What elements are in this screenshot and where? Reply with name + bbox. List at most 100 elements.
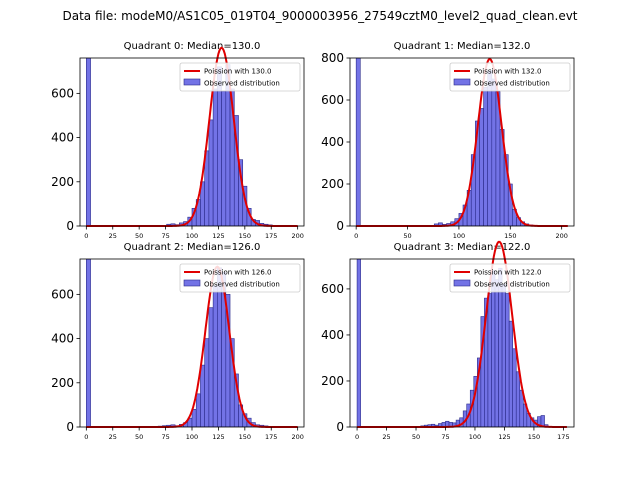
panel-title: Quadrant 1: Median=132.0 [394,41,531,52]
x-tick-label: 100 [469,433,481,441]
x-tick-label: 75 [161,232,169,240]
x-tick-label: 125 [212,232,224,240]
histogram-bar [212,285,218,427]
x-tick-label: 25 [382,433,390,441]
histogram-bar [487,70,493,226]
panel-title: Quadrant 2: Median=126.0 [124,242,261,253]
x-tick-label: 150 [239,433,251,441]
legend-fit-label: Poission with 130.0 [204,68,272,76]
panel-quadrant-2: Quadrant 2: Median=126.0 0 200 400 600 0 25 50… [51,242,305,441]
x-tick-label: 100 [186,232,198,240]
histogram-bar [491,78,497,226]
x-tick-label: 175 [557,433,569,441]
x-tick-label: 125 [212,433,224,441]
y-tick-label: 200 [321,177,344,191]
histogram-bar [491,270,496,427]
plot-area: 0 200 400 600 800 0 50 100 150 200 Poission with 1… [321,51,575,240]
y-tick-label: 600 [321,282,344,296]
legend-hist-swatch [453,279,471,287]
x-tick-label: 150 [504,232,516,240]
y-tick-label: 400 [51,131,74,145]
legend: Poission with 132.0 Observed distribution [449,62,571,92]
x-tick-label: 200 [291,433,303,441]
y-tick-label: 600 [51,287,74,301]
legend: Poission with 130.0 Observed distribution [179,62,301,92]
y-tick-label: 200 [51,376,74,390]
y-tick-label: 800 [321,51,344,65]
histogram-bar [195,393,201,427]
histogram-bar [208,307,214,427]
histogram-bar [204,338,210,427]
histogram-bar [191,409,197,427]
histogram-bar [487,293,492,427]
x-tick-label: 75 [161,433,169,441]
y-tick-label: 600 [321,93,344,107]
y-tick-label: 0 [336,420,344,434]
x-tick-label: 50 [403,232,411,240]
y-tick-label: 400 [321,328,344,342]
histogram-bar [86,259,91,427]
legend-hist-swatch [453,78,471,86]
x-tick-label: 175 [265,433,277,441]
legend-fit-label: Poission with 122.0 [474,269,542,277]
y-tick-label: 400 [51,332,74,346]
x-tick-label: 75 [441,433,449,441]
x-tick-label: 150 [239,232,251,240]
x-tick-label: 125 [498,433,510,441]
y-tick-label: 600 [51,86,74,100]
y-tick-label: 0 [336,219,344,233]
histogram-bar [479,108,484,226]
histogram-bar [501,284,506,427]
legend-box [179,62,301,92]
histogram-bar [515,371,521,427]
x-tick-label: 200 [291,232,303,240]
histogram-bars [355,58,534,226]
x-tick-label: 50 [135,433,143,441]
panel-title: Quadrant 0: Median=130.0 [124,41,261,52]
legend-box [449,263,571,293]
y-tick-label: 400 [321,135,344,149]
histogram-bar [505,293,510,427]
legend-hist-label: Observed distribution [474,281,550,289]
x-tick-label: 0 [84,433,88,441]
x-tick-label: 0 [84,232,88,240]
x-tick-label: 100 [453,232,465,240]
legend-hist-label: Observed distribution [474,80,550,88]
x-tick-label: 25 [109,433,117,441]
legend-box [449,62,571,92]
legend-fit-label: Poission with 126.0 [204,269,272,277]
x-tick-label: 200 [555,232,567,240]
y-tick-label: 200 [321,374,344,388]
panel-quadrant-1: Quadrant 1: Median=132.0 0 200 400 600 800 0 5… [321,41,575,240]
histogram-bar [200,364,205,427]
histogram-bar [86,58,91,226]
histogram-bar [212,88,218,226]
legend: Poission with 122.0 Observed distribution [449,263,571,293]
histogram-bar [483,87,488,226]
legend-fit-label: Poission with 132.0 [474,68,542,76]
histogram-bar [356,259,361,427]
histogram-bar [355,58,361,226]
x-tick-label: 150 [528,433,540,441]
panel-title: Quadrant 3: Median=122.0 [394,242,531,253]
x-tick-label: 0 [355,433,359,441]
y-tick-label: 0 [66,219,74,233]
figure-suptitle: Data file: modeM0/AS1C05_019T04_90000039… [62,9,577,23]
histogram-bar [494,279,499,427]
legend-box [179,263,301,293]
axes-frame [349,258,575,428]
plot-area: 0 200 400 600 0 25 50 75 100 125 150 175 Poission wi… [321,240,575,441]
histogram-bar [221,90,227,226]
histogram-bar [508,320,513,427]
histogram-bar [208,119,214,226]
y-tick-label: 200 [51,175,74,189]
y-tick-label: 0 [66,420,74,434]
plot-area: 0 200 400 600 0 25 50 75 100 125 150 175 200 Poission… [51,46,305,240]
legend-hist-label: Observed distribution [204,281,280,289]
x-tick-label: 175 [265,232,277,240]
legend: Poission with 126.0 Observed distribution [179,263,301,293]
legend-hist-swatch [183,78,201,86]
x-tick-label: 25 [109,232,117,240]
panel-quadrant-3: Quadrant 3: Median=122.0 0 200 400 600 0 25 50… [321,240,575,441]
